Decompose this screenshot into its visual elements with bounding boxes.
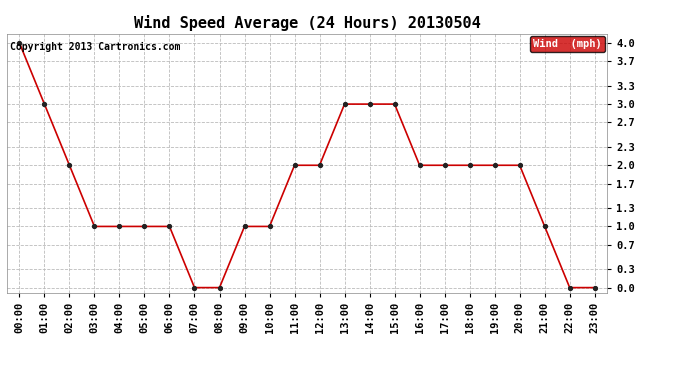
Text: Copyright 2013 Cartronics.com: Copyright 2013 Cartronics.com bbox=[10, 42, 180, 51]
Title: Wind Speed Average (24 Hours) 20130504: Wind Speed Average (24 Hours) 20130504 bbox=[134, 15, 480, 31]
Legend: Wind  (mph): Wind (mph) bbox=[530, 36, 605, 52]
